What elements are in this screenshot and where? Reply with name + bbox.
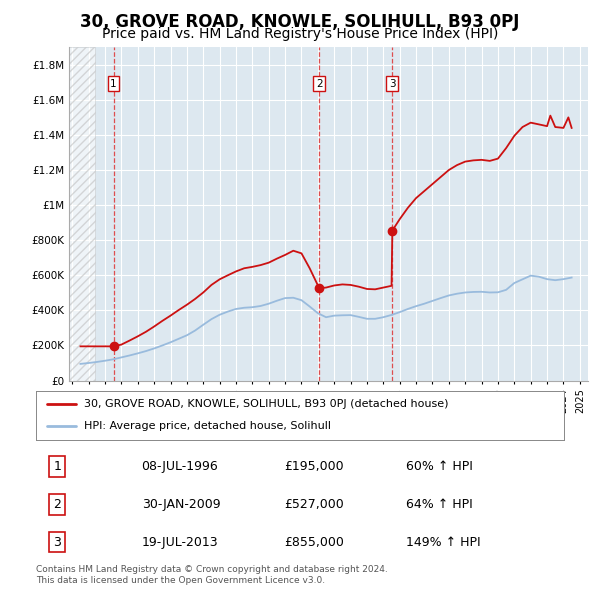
Text: 30, GROVE ROAD, KNOWLE, SOLIHULL, B93 0PJ (detached house): 30, GROVE ROAD, KNOWLE, SOLIHULL, B93 0P… <box>83 399 448 409</box>
Text: 2: 2 <box>316 79 322 89</box>
Text: 64% ↑ HPI: 64% ↑ HPI <box>406 498 472 511</box>
Text: HPI: Average price, detached house, Solihull: HPI: Average price, detached house, Soli… <box>83 421 331 431</box>
Text: 19-JUL-2013: 19-JUL-2013 <box>142 536 218 549</box>
Text: £195,000: £195,000 <box>284 460 344 473</box>
Text: 30, GROVE ROAD, KNOWLE, SOLIHULL, B93 0PJ: 30, GROVE ROAD, KNOWLE, SOLIHULL, B93 0P… <box>80 13 520 31</box>
Text: 60% ↑ HPI: 60% ↑ HPI <box>406 460 472 473</box>
Text: 149% ↑ HPI: 149% ↑ HPI <box>406 536 480 549</box>
Text: £855,000: £855,000 <box>284 536 344 549</box>
Bar <box>69 47 95 381</box>
Text: Price paid vs. HM Land Registry's House Price Index (HPI): Price paid vs. HM Land Registry's House … <box>102 27 498 41</box>
Text: 1: 1 <box>53 460 61 473</box>
Text: £527,000: £527,000 <box>284 498 344 511</box>
Text: Contains HM Land Registry data © Crown copyright and database right 2024.
This d: Contains HM Land Registry data © Crown c… <box>36 565 388 585</box>
Text: 30-JAN-2009: 30-JAN-2009 <box>142 498 220 511</box>
Text: 2: 2 <box>53 498 61 511</box>
Text: 1: 1 <box>110 79 117 89</box>
Text: 3: 3 <box>53 536 61 549</box>
Text: 08-JUL-1996: 08-JUL-1996 <box>142 460 218 473</box>
Text: 3: 3 <box>389 79 395 89</box>
